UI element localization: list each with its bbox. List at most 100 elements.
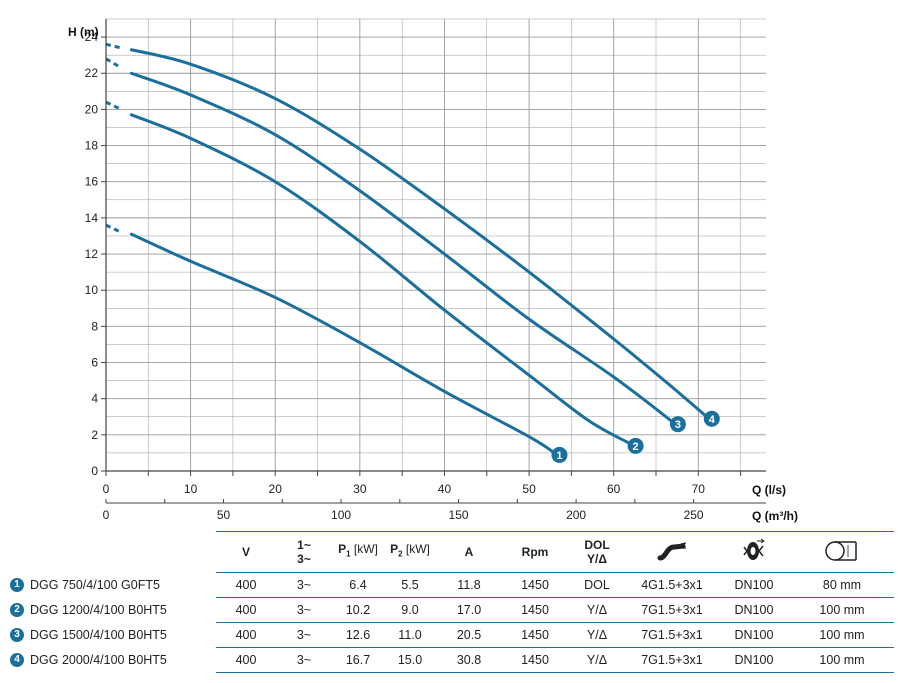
rpm-header: Rpm: [502, 531, 568, 573]
chart-curves: 1 2 3 4: [105, 42, 720, 463]
phase-cell: 3~: [276, 597, 332, 623]
y-tick-label: 6: [91, 356, 98, 370]
model-name: DGG 750/4/100 G0FT5: [30, 577, 160, 592]
x-tick-label: 0: [103, 482, 110, 496]
cable-cell: 4G1.5+3x1: [626, 572, 718, 598]
curve-number-badge: 4: [10, 653, 24, 668]
dn-cell: DN100: [718, 622, 790, 648]
p1-cell: 16.7: [332, 647, 384, 673]
table-header-row: V 1~ 3~ P1 [kW] P2 [kW] A Rpm DOL Y/Δ: [10, 531, 894, 573]
outlet-header: [790, 531, 894, 573]
cable-icon: [657, 541, 687, 560]
phase-cell: 3~: [276, 622, 332, 648]
p1-header: P1 [kW]: [332, 531, 384, 573]
x-tick-label: 60: [607, 482, 621, 496]
curve-number-badge: 1: [10, 578, 24, 593]
model-name: DGG 2000/4/100 B0HT5: [30, 652, 167, 667]
curve-1-dashed: [105, 223, 122, 234]
phase-cell: 3~: [276, 572, 332, 598]
p2-cell: 11.0: [384, 622, 436, 648]
y-tick-label: 20: [85, 102, 99, 116]
x-tick-label: 20: [269, 482, 283, 496]
model-header: [10, 532, 216, 573]
cable-cell: 7G1.5+3x1: [626, 622, 718, 648]
x2-tick-label: 50: [217, 508, 231, 522]
rpm-cell: 1450: [502, 647, 568, 673]
y-tick-label: 12: [85, 247, 99, 261]
curve-1-label: 1: [556, 450, 562, 462]
outlet-pipe-icon: [825, 540, 857, 561]
curve-number-badge: 3: [10, 628, 24, 643]
start-header-top: DOL: [584, 538, 610, 552]
impeller-header: [718, 531, 790, 573]
y-tick-label: 24: [85, 30, 99, 44]
table-row: 2 DGG 1200/4/100 B0HT5 400 3~ 10.2 9.0 17.0 145…: [10, 597, 894, 623]
curve-2-label: 2: [633, 441, 639, 453]
model-name: DGG 1500/4/100 B0HT5: [30, 627, 167, 642]
outlet-cell: 100 mm: [790, 622, 894, 648]
p2-header-sub: 2: [398, 549, 403, 559]
curve-3-dashed: [105, 57, 122, 70]
phase-cell: 3~: [276, 647, 332, 673]
x-tick-label: 40: [438, 482, 452, 496]
a-cell: 20.5: [436, 622, 502, 648]
p1-header-label: P: [338, 542, 347, 557]
x-tick-label: 70: [692, 482, 706, 496]
curve-4-label: 4: [709, 414, 716, 426]
v-cell: 400: [216, 597, 276, 623]
y-tick-label: 4: [91, 392, 98, 406]
voltage-header: V: [216, 531, 276, 573]
start-cell: DOL: [568, 572, 626, 598]
x2-tick-label: 150: [449, 508, 469, 522]
curve-number-badge: 2: [10, 603, 24, 618]
x2-axis-label: Q (m³/h): [752, 509, 798, 523]
curve-2-dashed: [105, 100, 122, 111]
p1-cell: 6.4: [332, 572, 384, 598]
cable-header: [626, 531, 718, 573]
phase-header-bottom: 3~: [297, 552, 311, 566]
x-tick-label: 50: [522, 482, 536, 496]
p1-cell: 12.6: [332, 622, 384, 648]
start-header: DOL Y/Δ: [568, 531, 626, 573]
y-tick-label: 22: [85, 66, 99, 80]
p2-header-label: P: [390, 542, 399, 557]
model-cell: 3 DGG 1500/4/100 B0HT5: [10, 623, 216, 648]
y-tick-label: 18: [85, 139, 99, 153]
y-tick-label: 8: [91, 319, 98, 333]
start-cell: Y/Δ: [568, 622, 626, 648]
start-header-bottom: Y/Δ: [587, 552, 607, 566]
curve-2: [129, 113, 633, 446]
start-cell: Y/Δ: [568, 597, 626, 623]
outlet-cell: 80 mm: [790, 572, 894, 598]
phase-header-top: 1~: [297, 538, 311, 552]
outlet-cell: 100 mm: [790, 647, 894, 673]
x2-tick-label: 0: [103, 508, 110, 522]
cable-cell: 7G1.5+3x1: [626, 597, 718, 623]
model-cell: 4 DGG 2000/4/100 B0HT5: [10, 648, 216, 673]
chart-grid: [105, 18, 766, 472]
v-cell: 400: [216, 622, 276, 648]
p2-header: P2 [kW]: [384, 531, 436, 573]
a-cell: 30.8: [436, 647, 502, 673]
curve-3-label: 3: [675, 419, 681, 431]
dn-cell: DN100: [718, 597, 790, 623]
p2-header-unit: [kW]: [402, 542, 430, 557]
model-cell: 1 DGG 750/4/100 G0FT5: [10, 573, 216, 598]
current-header: A: [436, 531, 502, 573]
phase-header: 1~ 3~: [276, 531, 332, 573]
model-cell: 2 DGG 1200/4/100 B0HT5: [10, 598, 216, 623]
outlet-cell: 100 mm: [790, 597, 894, 623]
rpm-cell: 1450: [502, 572, 568, 598]
curve-2-marker: [627, 437, 644, 454]
x-tick-label: 10: [184, 482, 198, 496]
dn-cell: DN100: [718, 647, 790, 673]
y-tick-label: 2: [91, 428, 98, 442]
model-name: DGG 1200/4/100 B0HT5: [30, 602, 167, 617]
y-axis-label: H (m): [68, 25, 99, 39]
v-cell: 400: [216, 572, 276, 598]
rpm-cell: 1450: [502, 597, 568, 623]
p1-header-unit: [kW]: [350, 542, 378, 557]
table-row: 1 DGG 750/4/100 G0FT5 400 3~ 6.4 5.5 11.8 1450 D…: [10, 572, 894, 598]
v-cell: 400: [216, 647, 276, 673]
